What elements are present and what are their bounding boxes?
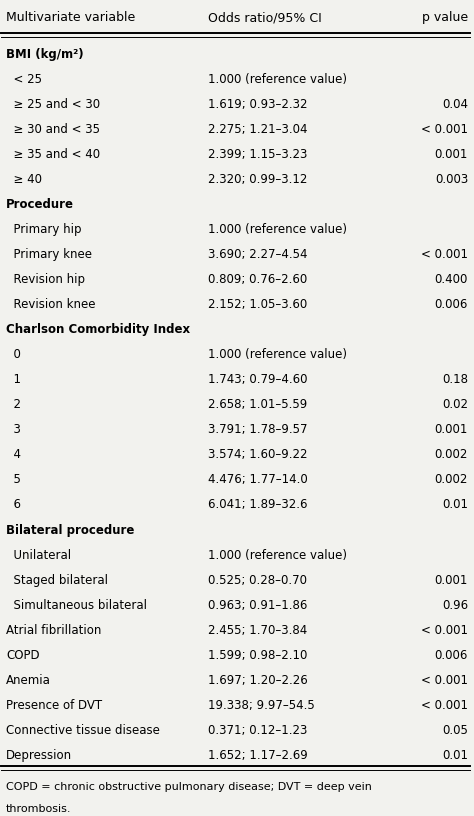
Text: 0.001: 0.001: [435, 574, 468, 587]
Text: 0.003: 0.003: [435, 173, 468, 186]
Text: 2.320; 0.99–3.12: 2.320; 0.99–3.12: [208, 173, 307, 186]
Text: 3.574; 1.60–9.22: 3.574; 1.60–9.22: [208, 449, 307, 462]
Text: Primary knee: Primary knee: [6, 248, 92, 261]
Text: Anemia: Anemia: [6, 674, 51, 686]
Text: 1.743; 0.79–4.60: 1.743; 0.79–4.60: [208, 374, 307, 387]
Text: 0.371; 0.12–1.23: 0.371; 0.12–1.23: [208, 724, 307, 737]
Text: 0.525; 0.28–0.70: 0.525; 0.28–0.70: [208, 574, 307, 587]
Text: COPD: COPD: [6, 649, 40, 662]
Text: BMI (kg/m²): BMI (kg/m²): [6, 48, 84, 61]
Text: 2.275; 1.21–3.04: 2.275; 1.21–3.04: [208, 123, 307, 136]
Text: 0.963; 0.91–1.86: 0.963; 0.91–1.86: [208, 599, 307, 611]
Text: 1.000 (reference value): 1.000 (reference value): [208, 348, 347, 361]
Text: Multivariate variable: Multivariate variable: [6, 11, 136, 24]
Text: 0: 0: [6, 348, 21, 361]
Text: p value: p value: [422, 11, 468, 24]
Text: ≥ 30 and < 35: ≥ 30 and < 35: [6, 123, 100, 136]
Text: 0.18: 0.18: [442, 374, 468, 387]
Text: 1.000 (reference value): 1.000 (reference value): [208, 548, 347, 561]
Text: 1.619; 0.93–2.32: 1.619; 0.93–2.32: [208, 98, 307, 111]
Text: 4.476; 1.77–14.0: 4.476; 1.77–14.0: [208, 473, 308, 486]
Text: Bilateral procedure: Bilateral procedure: [6, 524, 135, 536]
Text: 2: 2: [6, 398, 21, 411]
Text: 1: 1: [6, 374, 21, 387]
Text: 0.02: 0.02: [442, 398, 468, 411]
Text: 0.05: 0.05: [442, 724, 468, 737]
Text: Revision knee: Revision knee: [6, 299, 96, 312]
Text: ≥ 35 and < 40: ≥ 35 and < 40: [6, 149, 100, 162]
Text: Primary hip: Primary hip: [6, 224, 82, 237]
Text: 3.690; 2.27–4.54: 3.690; 2.27–4.54: [208, 248, 307, 261]
Text: 0.01: 0.01: [442, 748, 468, 761]
Text: thrombosis.: thrombosis.: [6, 804, 72, 814]
Text: < 0.001: < 0.001: [421, 674, 468, 686]
Text: 19.338; 9.97–54.5: 19.338; 9.97–54.5: [208, 698, 315, 712]
Text: 2.455; 1.70–3.84: 2.455; 1.70–3.84: [208, 623, 307, 636]
Text: Procedure: Procedure: [6, 198, 74, 211]
Text: 1.000 (reference value): 1.000 (reference value): [208, 73, 347, 86]
Text: 3.791; 1.78–9.57: 3.791; 1.78–9.57: [208, 424, 307, 437]
Text: < 25: < 25: [6, 73, 42, 86]
Text: 6.041; 1.89–32.6: 6.041; 1.89–32.6: [208, 499, 307, 512]
Text: 0.01: 0.01: [442, 499, 468, 512]
Text: 0.006: 0.006: [435, 649, 468, 662]
Text: 0.96: 0.96: [442, 599, 468, 611]
Text: < 0.001: < 0.001: [421, 623, 468, 636]
Text: Connective tissue disease: Connective tissue disease: [6, 724, 160, 737]
Text: ≥ 40: ≥ 40: [6, 173, 42, 186]
Text: Staged bilateral: Staged bilateral: [6, 574, 108, 587]
Text: 0.04: 0.04: [442, 98, 468, 111]
Text: 1.000 (reference value): 1.000 (reference value): [208, 224, 347, 237]
Text: Charlson Comorbidity Index: Charlson Comorbidity Index: [6, 323, 190, 336]
Text: 2.152; 1.05–3.60: 2.152; 1.05–3.60: [208, 299, 307, 312]
Text: Atrial fibrillation: Atrial fibrillation: [6, 623, 101, 636]
Text: < 0.001: < 0.001: [421, 123, 468, 136]
Text: 0.002: 0.002: [435, 449, 468, 462]
Text: Depression: Depression: [6, 748, 72, 761]
Text: Revision hip: Revision hip: [6, 273, 85, 286]
Text: 0.002: 0.002: [435, 473, 468, 486]
Text: 1.652; 1.17–2.69: 1.652; 1.17–2.69: [208, 748, 308, 761]
Text: Presence of DVT: Presence of DVT: [6, 698, 102, 712]
Text: < 0.001: < 0.001: [421, 248, 468, 261]
Text: Simultaneous bilateral: Simultaneous bilateral: [6, 599, 147, 611]
Text: 3: 3: [6, 424, 21, 437]
Text: 4: 4: [6, 449, 21, 462]
Text: Odds ratio/95% CI: Odds ratio/95% CI: [208, 11, 321, 24]
Text: 1.599; 0.98–2.10: 1.599; 0.98–2.10: [208, 649, 307, 662]
Text: 1.697; 1.20–2.26: 1.697; 1.20–2.26: [208, 674, 308, 686]
Text: 6: 6: [6, 499, 21, 512]
Text: 0.001: 0.001: [435, 424, 468, 437]
Text: COPD = chronic obstructive pulmonary disease; DVT = deep vein: COPD = chronic obstructive pulmonary dis…: [6, 782, 372, 792]
Text: 5: 5: [6, 473, 21, 486]
Text: 0.001: 0.001: [435, 149, 468, 162]
Text: 0.006: 0.006: [435, 299, 468, 312]
Text: ≥ 25 and < 30: ≥ 25 and < 30: [6, 98, 100, 111]
Text: 2.399; 1.15–3.23: 2.399; 1.15–3.23: [208, 149, 307, 162]
Text: < 0.001: < 0.001: [421, 698, 468, 712]
Text: Unilateral: Unilateral: [6, 548, 71, 561]
Text: 0.809; 0.76–2.60: 0.809; 0.76–2.60: [208, 273, 307, 286]
Text: 2.658; 1.01–5.59: 2.658; 1.01–5.59: [208, 398, 307, 411]
Text: 0.400: 0.400: [435, 273, 468, 286]
